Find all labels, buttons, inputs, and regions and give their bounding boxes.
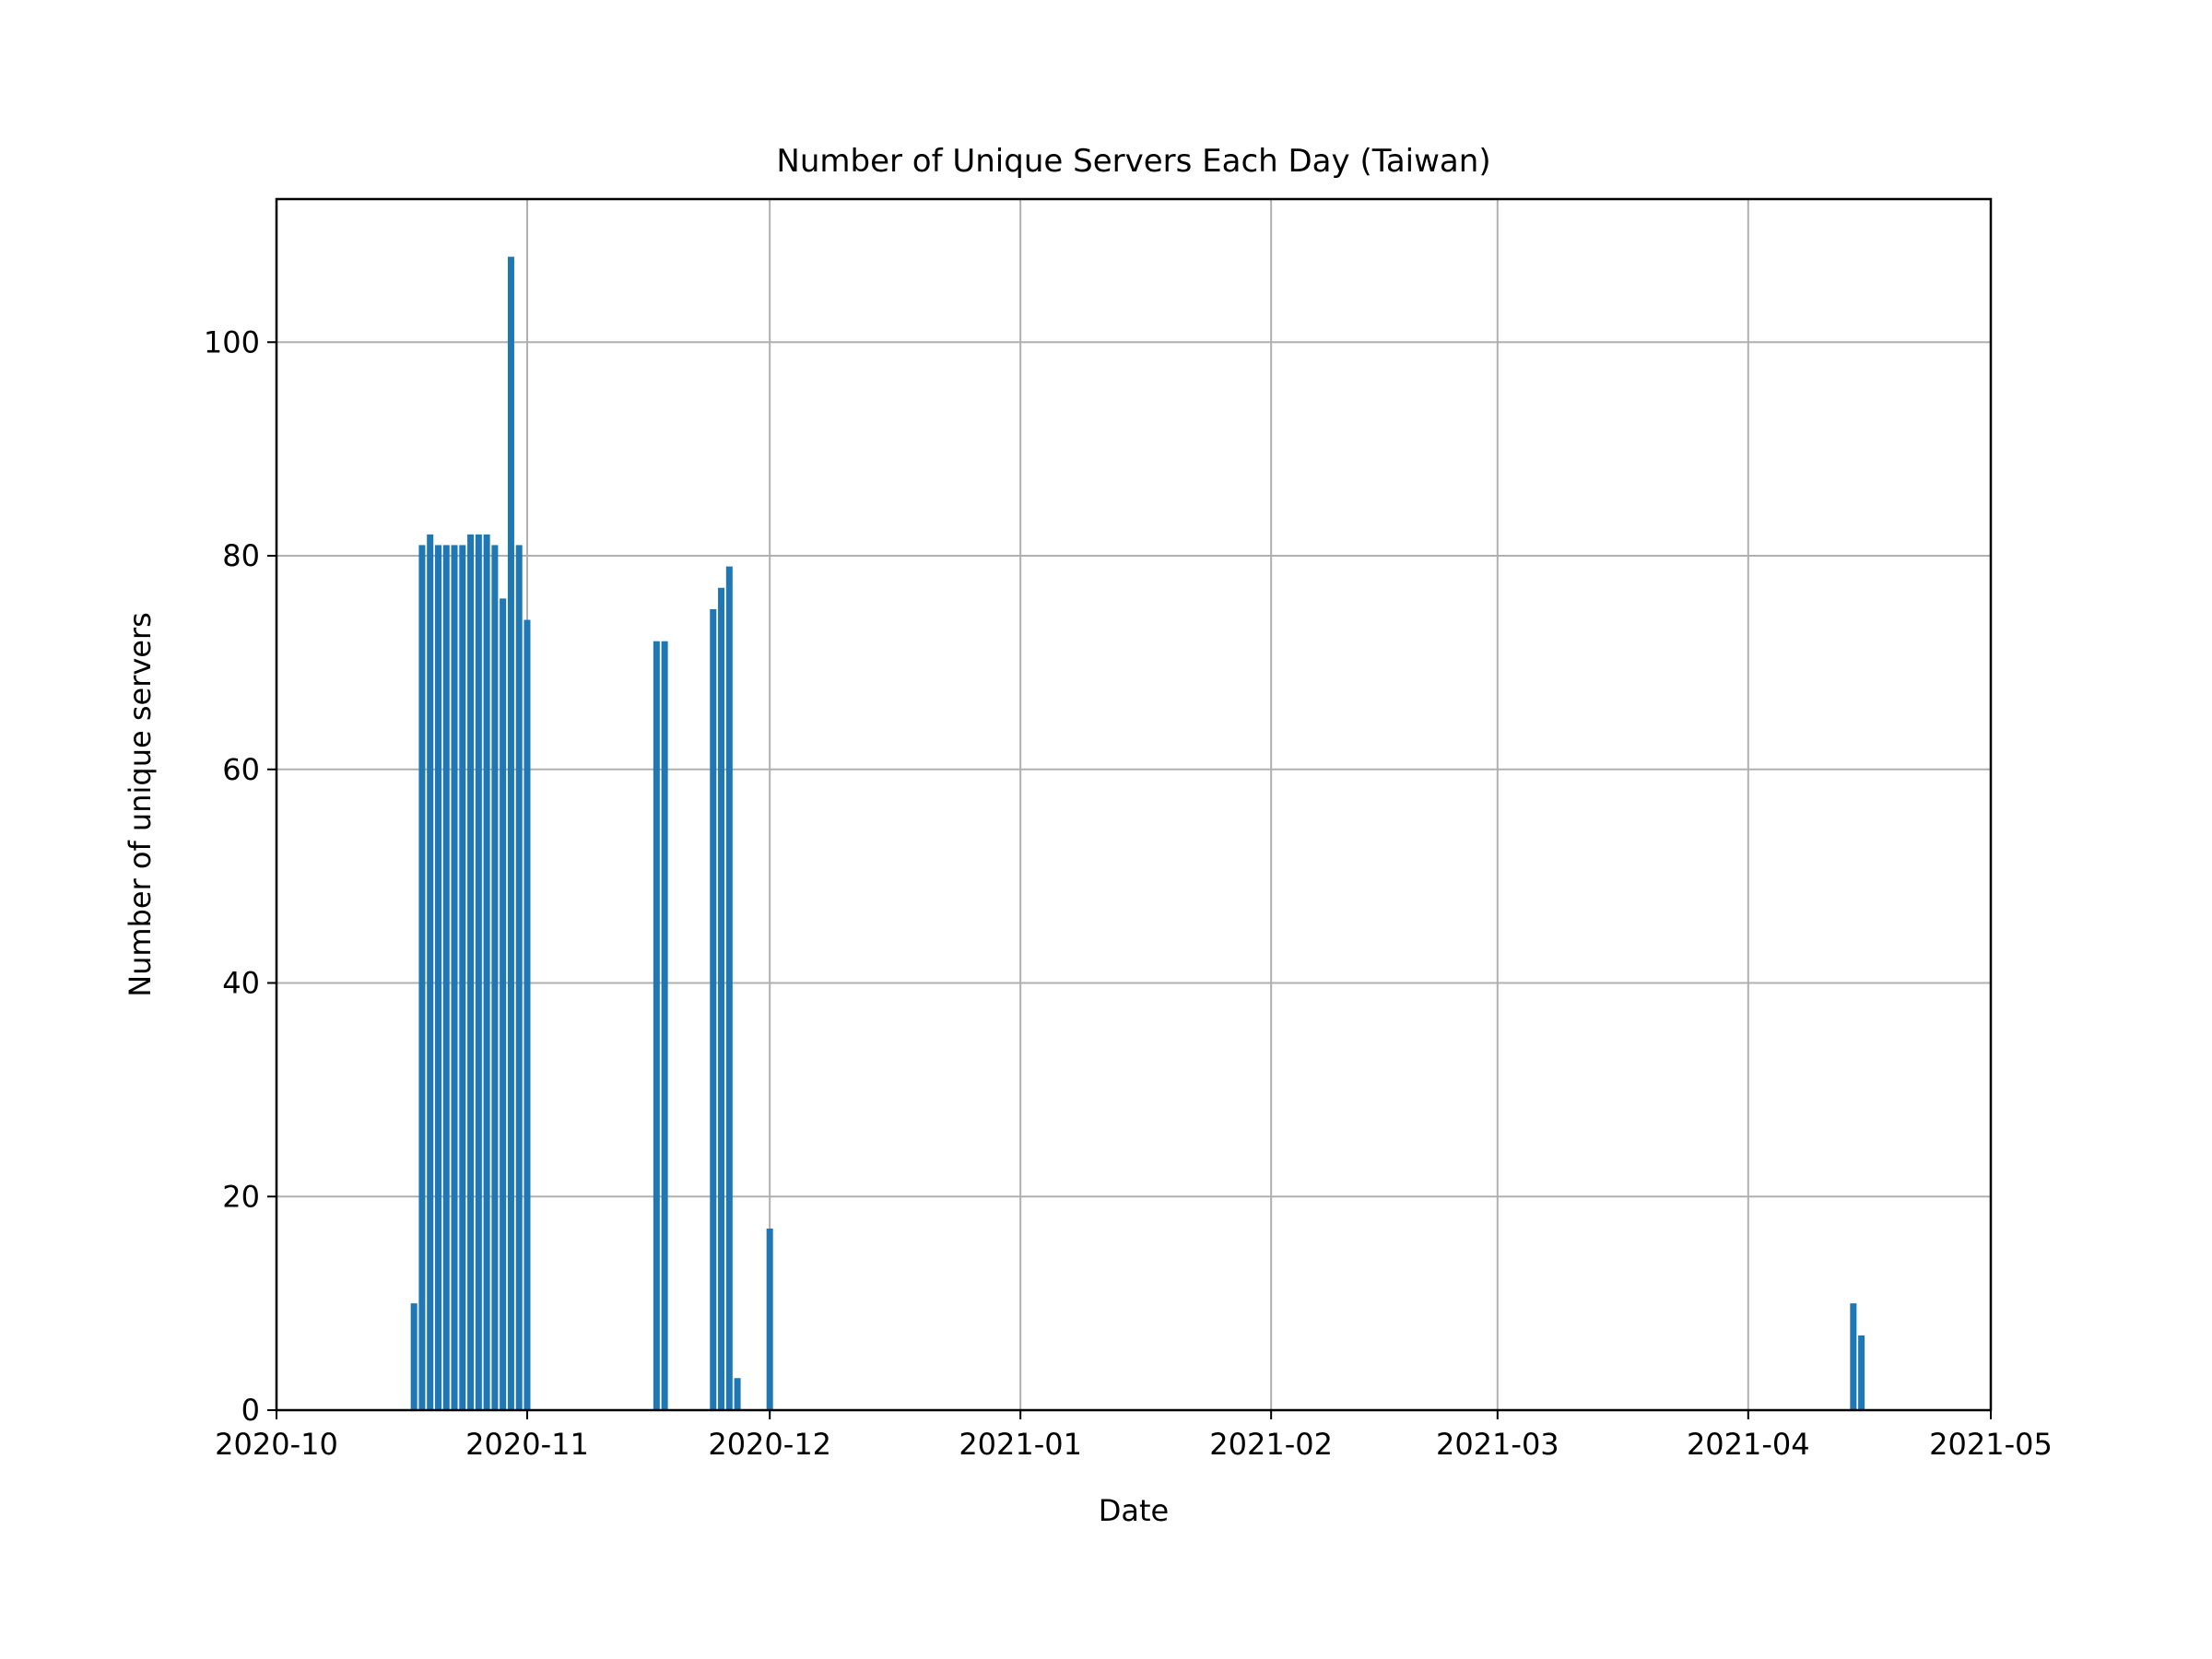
y-tick-label: 20: [222, 1179, 260, 1214]
x-tick-label: 2021-05: [1929, 1427, 2053, 1462]
x-ticks: 2020-10 2020-11 2020-12 2021-01 2021-02 2021-…: [215, 1410, 2053, 1462]
x-tick-label: 2020-12: [708, 1427, 831, 1462]
bar: [653, 641, 660, 1410]
y-ticks: 0 20 40 60 80 100: [204, 324, 276, 1428]
bar: [434, 545, 441, 1410]
bars: [410, 256, 1865, 1411]
bar: [515, 545, 523, 1410]
bar: [1858, 1335, 1865, 1410]
bar: [766, 1229, 773, 1410]
y-tick-label: 40: [222, 966, 260, 1001]
y-tick-label: 100: [204, 324, 260, 359]
bar: [718, 587, 725, 1410]
y-tick-label: 80: [222, 538, 260, 573]
x-tick-label: 2021-01: [959, 1427, 1082, 1462]
plot-frame: [275, 197, 1993, 1412]
chart-title: Number of Unique Servers Each Day (Taiwa…: [776, 143, 1490, 180]
bar: [483, 534, 490, 1410]
bar: [734, 1378, 741, 1410]
bar: [467, 534, 475, 1410]
bar: [1850, 1303, 1857, 1410]
bar: [442, 545, 450, 1410]
x-tick-label: 2021-02: [1209, 1427, 1333, 1462]
x-tick-label: 2021-03: [1436, 1427, 1559, 1462]
bar: [410, 1303, 418, 1410]
bar: [507, 256, 514, 1411]
bar: [710, 608, 717, 1410]
bar: [418, 545, 426, 1410]
bar: [491, 545, 499, 1410]
bar: [475, 534, 482, 1410]
x-tick-label: 2021-04: [1687, 1427, 1810, 1462]
bar: [427, 534, 434, 1410]
x-axis-label: Date: [1099, 1493, 1169, 1528]
bar: [500, 598, 507, 1410]
x-tick-label: 2020-10: [215, 1427, 338, 1462]
bar: [459, 545, 466, 1410]
bar: [725, 566, 733, 1410]
x-tick-label: 2020-11: [465, 1427, 589, 1462]
bar: [661, 641, 668, 1410]
y-tick-label: 0: [241, 1393, 260, 1428]
y-tick-label: 60: [222, 752, 260, 787]
y-axis-label: Number of unique servers: [123, 612, 158, 997]
bar: [524, 619, 531, 1410]
bar: [451, 545, 458, 1410]
